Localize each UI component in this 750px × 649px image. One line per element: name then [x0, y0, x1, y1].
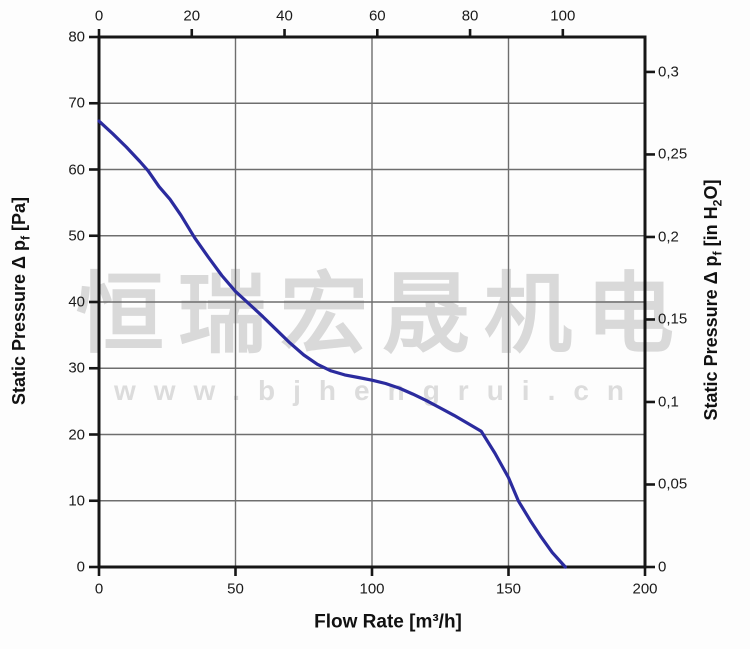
y-axis-left-title: Static Pressure Δ pf [Pa]	[9, 196, 33, 406]
y-axis-right-title-unit-post: O]	[701, 179, 722, 200]
y-axis-left-title-unit: [Pa]	[9, 196, 30, 236]
x-axis-title: Flow Rate [m³/h]	[314, 611, 462, 633]
y-axis-left-title-text: Static Pressure Δ p	[9, 240, 30, 406]
y-axis-right-title-subscript2: 2	[710, 199, 725, 207]
y-axis-right-title: Static Pressure Δ pf [in H2O]	[701, 179, 725, 421]
static-pressure-curve	[97, 119, 567, 569]
y-axis-right-title-text: Static Pressure Δ p	[701, 255, 722, 421]
watermark-company-text: 恒瑞宏晟机电	[75, 264, 689, 364]
plot-border	[97, 35, 647, 569]
y-axis-right-title-unit-pre: [in H	[701, 206, 722, 252]
y-axis-right-title-subscript: f	[710, 251, 725, 256]
y-axis-left-title-subscript: f	[18, 235, 33, 241]
